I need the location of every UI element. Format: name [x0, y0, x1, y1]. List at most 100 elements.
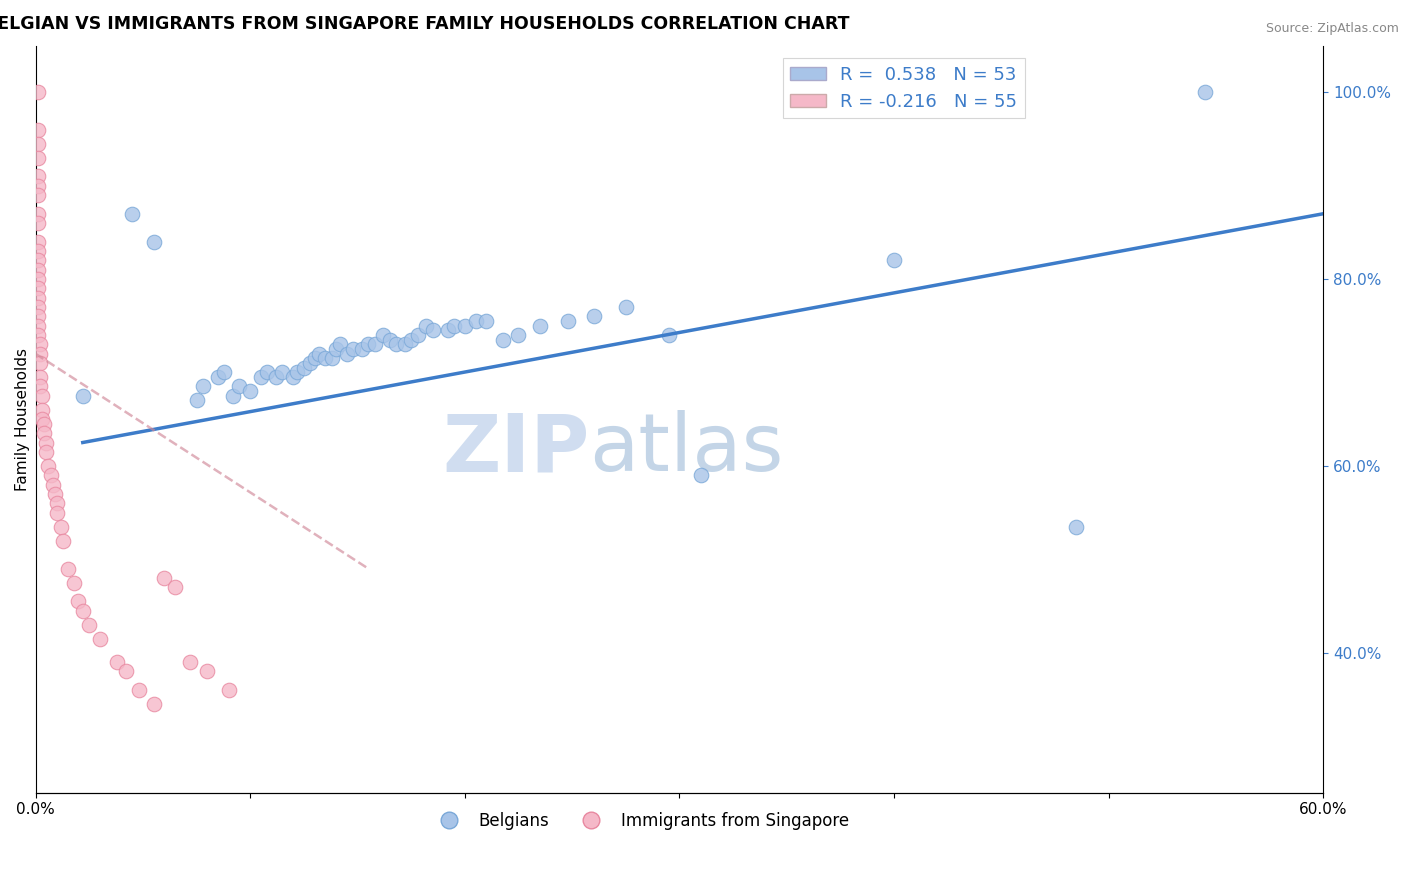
- Point: [28, 356, 51, 370]
- Point: [1194, 86, 1216, 100]
- Point: [39, 468, 62, 483]
- Point: [264, 370, 287, 384]
- Point: [287, 366, 309, 380]
- Point: [27, 207, 49, 221]
- Point: [350, 342, 373, 356]
- Point: [385, 337, 408, 351]
- Point: [218, 682, 240, 697]
- Point: [195, 665, 218, 679]
- Point: [256, 366, 278, 380]
- Point: [37, 458, 59, 473]
- Point: [27, 291, 49, 305]
- Point: [689, 468, 711, 483]
- Point: [363, 337, 385, 351]
- Point: [72, 389, 94, 403]
- Point: [31, 389, 53, 403]
- Point: [415, 318, 437, 333]
- Point: [1066, 519, 1088, 533]
- Point: [46, 506, 69, 520]
- Point: [165, 580, 187, 594]
- Point: [35, 435, 58, 450]
- Text: ZIP: ZIP: [441, 410, 589, 488]
- Point: [325, 342, 347, 356]
- Point: [27, 318, 49, 333]
- Point: [27, 178, 49, 193]
- Point: [31, 412, 53, 426]
- Point: [336, 347, 359, 361]
- Point: [28, 370, 51, 384]
- Point: [32, 417, 55, 431]
- Point: [153, 571, 176, 585]
- Point: [89, 632, 111, 646]
- Point: [28, 337, 51, 351]
- Point: [422, 323, 444, 337]
- Point: [321, 351, 343, 366]
- Point: [207, 370, 229, 384]
- Point: [394, 337, 416, 351]
- Point: [56, 561, 79, 575]
- Point: [27, 151, 49, 165]
- Point: [27, 253, 49, 268]
- Point: [128, 682, 150, 697]
- Text: Source: ZipAtlas.com: Source: ZipAtlas.com: [1265, 22, 1399, 36]
- Point: [27, 328, 49, 343]
- Point: [27, 169, 49, 184]
- Point: [51, 519, 73, 533]
- Point: [31, 402, 53, 417]
- Text: atlas: atlas: [589, 410, 783, 488]
- Point: [27, 244, 49, 258]
- Point: [406, 328, 429, 343]
- Point: [46, 496, 69, 510]
- Point: [883, 253, 905, 268]
- Point: [399, 333, 422, 347]
- Point: [28, 347, 51, 361]
- Point: [142, 697, 165, 711]
- Point: [114, 665, 136, 679]
- Point: [27, 272, 49, 286]
- Point: [27, 136, 49, 151]
- Point: [214, 366, 236, 380]
- Point: [443, 318, 465, 333]
- Point: [658, 328, 681, 343]
- Point: [299, 356, 322, 370]
- Point: [492, 333, 515, 347]
- Point: [292, 360, 315, 375]
- Point: [614, 300, 637, 314]
- Point: [250, 370, 273, 384]
- Point: [329, 337, 352, 351]
- Point: [67, 594, 90, 608]
- Point: [304, 351, 326, 366]
- Point: [77, 617, 100, 632]
- Point: [27, 188, 49, 202]
- Point: [529, 318, 551, 333]
- Point: [557, 314, 579, 328]
- Point: [308, 347, 330, 361]
- Point: [436, 323, 458, 337]
- Point: [342, 342, 364, 356]
- Point: [378, 333, 401, 347]
- Point: [222, 389, 245, 403]
- Point: [271, 366, 294, 380]
- Point: [27, 310, 49, 324]
- Point: [63, 575, 86, 590]
- Point: [35, 445, 58, 459]
- Point: [72, 604, 94, 618]
- Point: [27, 281, 49, 295]
- Point: [105, 655, 128, 669]
- Point: [464, 314, 486, 328]
- Point: [357, 337, 380, 351]
- Point: [28, 379, 51, 393]
- Point: [454, 318, 477, 333]
- Point: [52, 533, 75, 548]
- Legend: Belgians, Immigrants from Singapore: Belgians, Immigrants from Singapore: [426, 805, 856, 837]
- Point: [142, 235, 165, 249]
- Point: [475, 314, 498, 328]
- Point: [27, 235, 49, 249]
- Point: [373, 328, 395, 343]
- Point: [27, 216, 49, 230]
- Point: [27, 300, 49, 314]
- Y-axis label: Family Households: Family Households: [15, 348, 30, 491]
- Point: [281, 370, 304, 384]
- Point: [582, 310, 605, 324]
- Point: [508, 328, 530, 343]
